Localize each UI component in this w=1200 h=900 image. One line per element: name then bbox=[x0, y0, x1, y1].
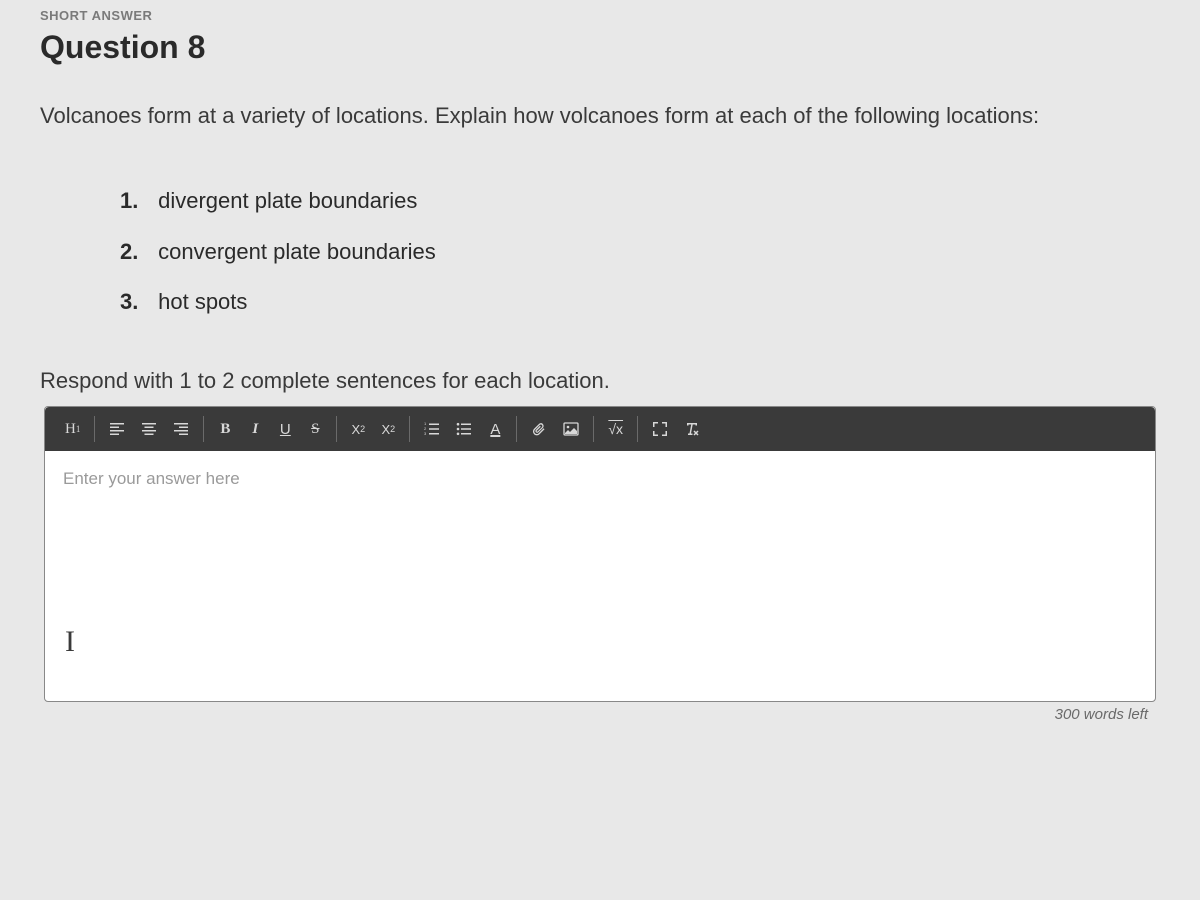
clear-format-icon bbox=[684, 421, 700, 437]
question-list: 1. divergent plate boundaries 2. converg… bbox=[120, 176, 1160, 328]
bold-button[interactable]: B bbox=[210, 413, 240, 445]
list-item: 1. divergent plate boundaries bbox=[120, 176, 1160, 227]
align-center-icon bbox=[141, 421, 157, 437]
unordered-list-icon bbox=[456, 421, 472, 437]
question-title: Question 8 bbox=[40, 29, 1160, 66]
unordered-list-button[interactable] bbox=[448, 413, 480, 445]
italic-button[interactable]: I bbox=[240, 413, 270, 445]
editor-placeholder: Enter your answer here bbox=[63, 469, 240, 488]
list-text: divergent plate boundaries bbox=[158, 188, 417, 213]
list-number: 2. bbox=[120, 227, 152, 278]
align-center-button[interactable] bbox=[133, 413, 165, 445]
align-left-button[interactable] bbox=[101, 413, 133, 445]
question-container: SHORT ANSWER Question 8 Volcanoes form a… bbox=[40, 0, 1160, 723]
image-button[interactable] bbox=[555, 413, 587, 445]
fullscreen-button[interactable] bbox=[644, 413, 676, 445]
svg-text:3: 3 bbox=[424, 431, 427, 436]
math-button[interactable]: √x bbox=[600, 413, 631, 445]
question-prompt: Volcanoes form at a variety of locations… bbox=[40, 98, 1160, 134]
attachment-button[interactable] bbox=[523, 413, 555, 445]
editor-textarea[interactable]: Enter your answer here I bbox=[45, 451, 1155, 701]
subscript-button[interactable]: X2 bbox=[343, 413, 373, 445]
heading-button[interactable]: H1 bbox=[57, 413, 88, 445]
question-type-label: SHORT ANSWER bbox=[40, 8, 1160, 23]
list-item: 3. hot spots bbox=[120, 277, 1160, 328]
clear-formatting-button[interactable] bbox=[676, 413, 708, 445]
text-cursor-icon: I bbox=[65, 625, 75, 659]
superscript-button[interactable]: X2 bbox=[373, 413, 403, 445]
align-right-icon bbox=[173, 421, 189, 437]
response-instruction: Respond with 1 to 2 complete sentences f… bbox=[40, 368, 1160, 394]
list-text: hot spots bbox=[158, 289, 247, 314]
word-count-label: 300 words left bbox=[40, 702, 1160, 723]
ordered-list-button[interactable]: 123 bbox=[416, 413, 448, 445]
underline-button[interactable]: U bbox=[270, 413, 300, 445]
list-text: convergent plate boundaries bbox=[158, 239, 436, 264]
list-number: 1. bbox=[120, 176, 152, 227]
fullscreen-icon bbox=[652, 421, 668, 437]
font-color-button[interactable]: A bbox=[480, 413, 510, 445]
align-right-button[interactable] bbox=[165, 413, 197, 445]
list-number: 3. bbox=[120, 277, 152, 328]
strikethrough-button[interactable]: S bbox=[300, 413, 330, 445]
ordered-list-icon: 123 bbox=[424, 421, 440, 437]
rich-text-editor: H1 B I U S bbox=[44, 406, 1156, 702]
align-left-icon bbox=[109, 421, 125, 437]
list-item: 2. convergent plate boundaries bbox=[120, 227, 1160, 278]
editor-toolbar: H1 B I U S bbox=[45, 407, 1155, 451]
image-icon bbox=[563, 421, 579, 437]
attachment-icon bbox=[531, 421, 547, 437]
